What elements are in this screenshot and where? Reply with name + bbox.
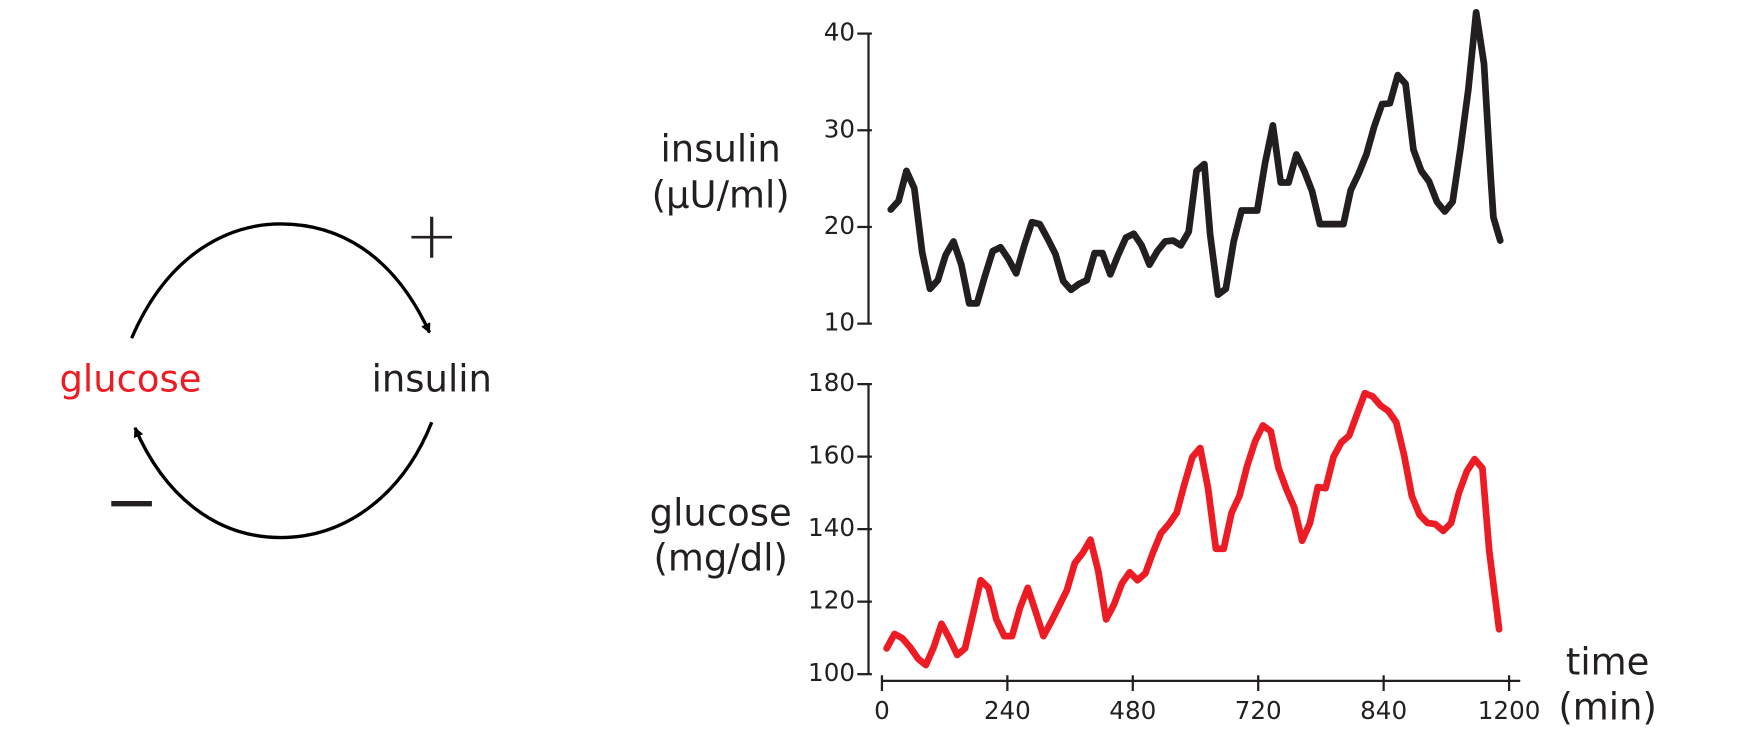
plus-sign: +: [405, 199, 459, 274]
data-line: [883, 389, 1503, 669]
y-tick-label: 180: [808, 368, 855, 397]
feedback-diagram: glucose insulin + −: [59, 199, 491, 541]
y-axis-label: (µU/ml): [652, 174, 790, 217]
x-tick-label: 1200: [1478, 696, 1541, 725]
negative-arrow: [133, 421, 434, 540]
y-tick-label: 20: [824, 211, 855, 240]
y-tick-label: 30: [824, 114, 855, 143]
y-tick-label: 120: [808, 586, 855, 615]
y-tick-label: 160: [808, 441, 855, 470]
y-axis-label: (mg/dl): [653, 536, 787, 579]
minus-sign: −: [104, 465, 158, 540]
positive-arrow: [130, 222, 432, 339]
x-tick-label: 720: [1235, 696, 1282, 725]
y-tick-label: 40: [824, 18, 855, 47]
x-tick-label: 0: [874, 696, 890, 725]
x-tick-label: 240: [984, 696, 1031, 725]
x-axis-label: (min): [1558, 685, 1656, 728]
data-line: [887, 8, 1504, 307]
y-axis-label: insulin: [661, 128, 781, 171]
y-tick-label: 100: [808, 658, 855, 687]
x-tick-label: 840: [1360, 696, 1407, 725]
x-tick-label: 480: [1109, 696, 1156, 725]
insulin-node: insulin: [372, 357, 492, 400]
y-tick-label: 140: [808, 513, 855, 542]
x-axis-label: time: [1566, 641, 1649, 684]
y-tick-label: 10: [824, 308, 855, 337]
y-axis-label: glucose: [650, 492, 792, 535]
glucose-node: glucose: [59, 357, 201, 400]
